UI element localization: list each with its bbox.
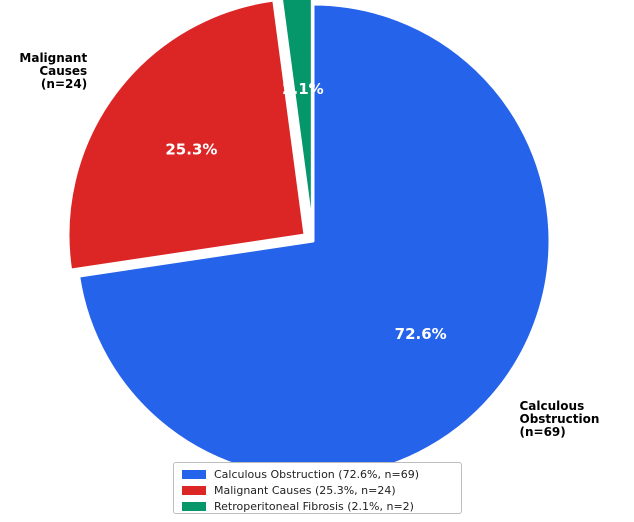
legend-label-retroperitoneal: Retroperitoneal Fibrosis (2.1%, n=2) <box>214 499 414 513</box>
slice-malignant <box>66 0 307 272</box>
percent-label-calculous: 72.6% <box>395 325 447 343</box>
legend-swatch-malignant <box>182 485 206 495</box>
legend-item-retroperitoneal: Retroperitoneal Fibrosis (2.1%, n=2) <box>182 499 453 513</box>
legend-item-malignant: Malignant Causes (25.3%, n=24) <box>182 483 453 497</box>
slice-calculous <box>77 2 552 480</box>
percent-label-malignant: 25.3% <box>165 141 217 159</box>
legend-label-malignant: Malignant Causes (25.3%, n=24) <box>214 483 396 497</box>
legend: Calculous Obstruction (72.6%, n=69) Mali… <box>173 462 462 514</box>
slice-retroperitoneal <box>280 0 314 233</box>
legend-swatch-calculous <box>182 469 206 479</box>
percent-label-retroperitoneal: 2.1% <box>282 80 324 98</box>
legend-item-calculous: Calculous Obstruction (72.6%, n=69) <box>182 467 453 481</box>
category-label-calculous: Calculous Obstruction (n=69) <box>520 399 600 439</box>
legend-swatch-retroperitoneal <box>182 501 206 511</box>
category-label-malignant: Malignant Causes (n=24) <box>19 51 87 91</box>
legend-label-calculous: Calculous Obstruction (72.6%, n=69) <box>214 467 419 481</box>
